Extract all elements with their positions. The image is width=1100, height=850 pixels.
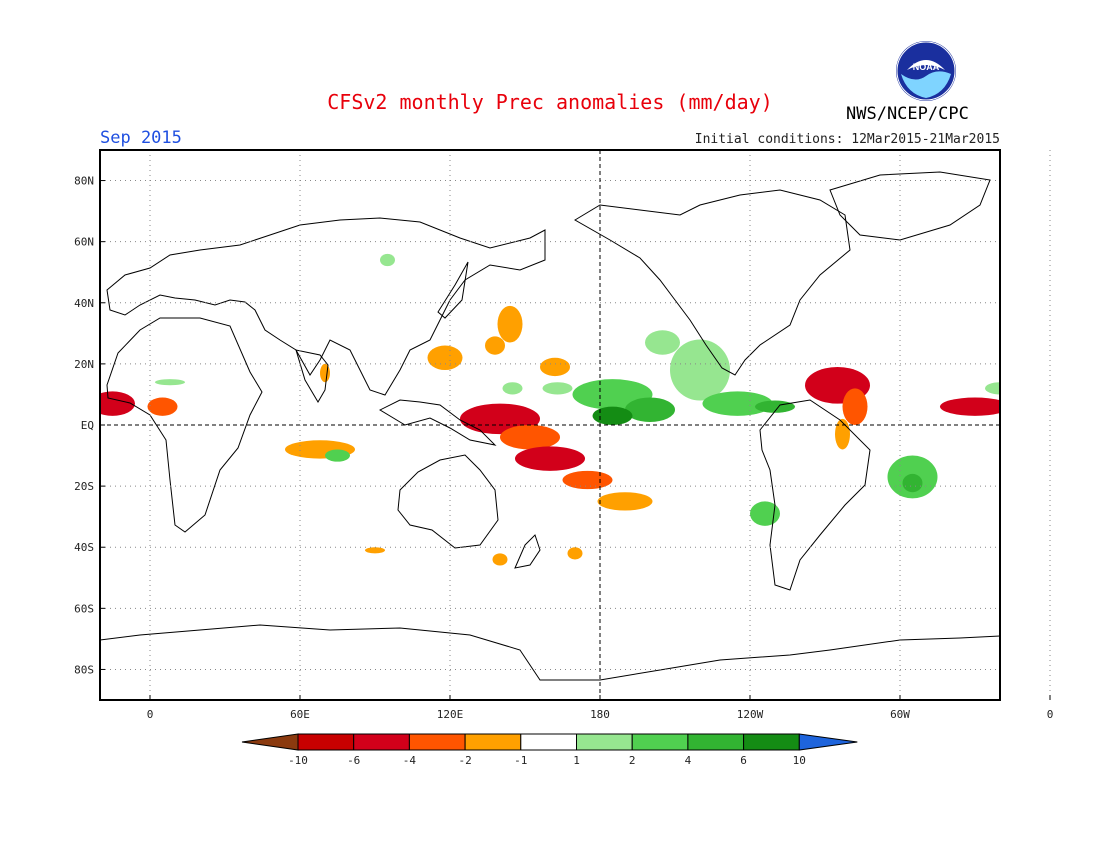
colorbar-label: 2: [629, 754, 636, 767]
anomaly-patch-34: [380, 253, 395, 267]
anomaly-patch-26: [755, 400, 795, 413]
anomaly-patch-27: [645, 330, 680, 355]
colorbar-low-arrow: [241, 733, 299, 751]
anomaly-patch-29: [902, 473, 923, 493]
lon-tick-label: 60E: [290, 708, 310, 721]
map-title: CFSv2 monthly Prec anomalies (mm/day): [327, 90, 773, 114]
lat-tick-label: EQ: [81, 419, 94, 432]
lat-tick-label: 80S: [74, 663, 94, 676]
lon-tick-label: 120E: [437, 708, 464, 721]
colorbar-label: -10: [288, 754, 308, 767]
greenland-outline: [829, 171, 991, 241]
africa-outline: [106, 317, 263, 533]
colorbar-bin: [576, 733, 633, 751]
anomaly-patch-14: [485, 336, 505, 355]
lat-tick-label: 80N: [74, 175, 94, 188]
colorbar-bin: [464, 733, 522, 751]
maritime-continent-outline: [378, 399, 497, 446]
anomaly-patch-10: [842, 388, 868, 425]
eurasia-outline: [106, 217, 546, 396]
colorbar-bin: [631, 733, 689, 751]
lat-tick-label: 40S: [74, 541, 94, 554]
colorbar-bin: [408, 733, 466, 751]
japan-outline: [437, 261, 469, 319]
anomaly-patch-18: [492, 553, 508, 566]
colorbar-label: -6: [347, 754, 360, 767]
anomaly-patch-8: [597, 492, 653, 511]
colorbar-label: 1: [573, 754, 580, 767]
anomaly-patch-23: [592, 406, 633, 426]
colorbar-bin: [743, 733, 800, 751]
colorbar-label: 6: [740, 754, 747, 767]
lat-tick-label: 60S: [74, 602, 94, 615]
anomaly-shading: [100, 253, 1025, 566]
antarctica-outline: [100, 624, 1000, 681]
anomaly-patch-25: [702, 391, 773, 416]
australia-outline: [397, 454, 499, 549]
anomaly-patch-11: [835, 418, 850, 450]
anomaly-patch-3: [1000, 401, 1025, 419]
anomaly-patch-31: [542, 382, 573, 395]
anomaly-patch-13: [497, 305, 523, 343]
lat-tick-label: 20N: [74, 358, 94, 371]
anomaly-patch-35: [985, 382, 1000, 395]
noaa-logo-icon: NOAA: [896, 41, 956, 101]
anomaly-patch-30: [750, 501, 780, 526]
anomaly-patch-36: [155, 379, 185, 386]
anomaly-patch-17: [365, 547, 385, 554]
anomaly-patch-33: [325, 449, 350, 462]
anomaly-patch-32: [502, 382, 523, 395]
anomaly-patch-16: [540, 357, 570, 377]
south-america-outline: [759, 399, 871, 591]
lon-tick-label: 0: [1047, 708, 1054, 721]
colorbar-bin: [297, 733, 355, 751]
colorbar-label: -1: [514, 754, 527, 767]
axis-tick-labels: 80N 60N 40N 20N EQ 20S 40S 60S 80S 0 60E 120E 180 120…: [74, 175, 1053, 721]
anomaly-patch-15: [427, 345, 463, 370]
lon-tick-label: 120W: [737, 708, 764, 721]
forecast-month-label: Sep 2015: [100, 128, 182, 148]
agency-label: NWS/NCEP/CPC: [846, 104, 969, 124]
map-gridlines: [100, 150, 1051, 700]
lat-tick-label: 60N: [74, 236, 94, 249]
india-outline: [295, 349, 329, 403]
colorbar-bin: [687, 733, 745, 751]
colorbar-label: -4: [403, 754, 417, 767]
lon-tick-label: 60W: [890, 708, 910, 721]
north-america-outline: [574, 189, 851, 376]
noaa-logo-text: NOAA: [913, 62, 940, 72]
anomaly-patch-22: [625, 397, 675, 422]
initial-conditions-label: Initial conditions: 12Mar2015-21Mar2015: [694, 132, 1000, 147]
anomaly-patch-0: [100, 391, 135, 416]
anomaly-patch-5: [500, 425, 560, 450]
lon-tick-label: 180: [590, 708, 610, 721]
colorbar-bin: [353, 733, 410, 751]
anomaly-patch-1: [147, 397, 178, 416]
colorbar-high-arrow: [798, 733, 858, 751]
lon-tick-label: 0: [147, 708, 154, 721]
new-zealand-outline: [514, 534, 541, 569]
lat-tick-label: 40N: [74, 297, 94, 310]
colorbar-label: 10: [793, 754, 806, 767]
anomaly-patch-6: [515, 446, 585, 471]
colorbar-legend: -10 -6 -4 -2 -1 1 2 4 6 10: [241, 733, 858, 767]
colorbar-label: 4: [685, 754, 692, 767]
anomaly-patch-24: [670, 339, 730, 401]
colorbar-bin: [520, 733, 577, 751]
anomaly-patch-2: [940, 397, 1000, 416]
anomaly-patch-19: [567, 547, 583, 560]
continent-outlines: [100, 171, 1000, 681]
lat-tick-label: 20S: [74, 480, 94, 493]
colorbar-label: -2: [458, 754, 471, 767]
anomaly-patch-20: [320, 363, 330, 383]
